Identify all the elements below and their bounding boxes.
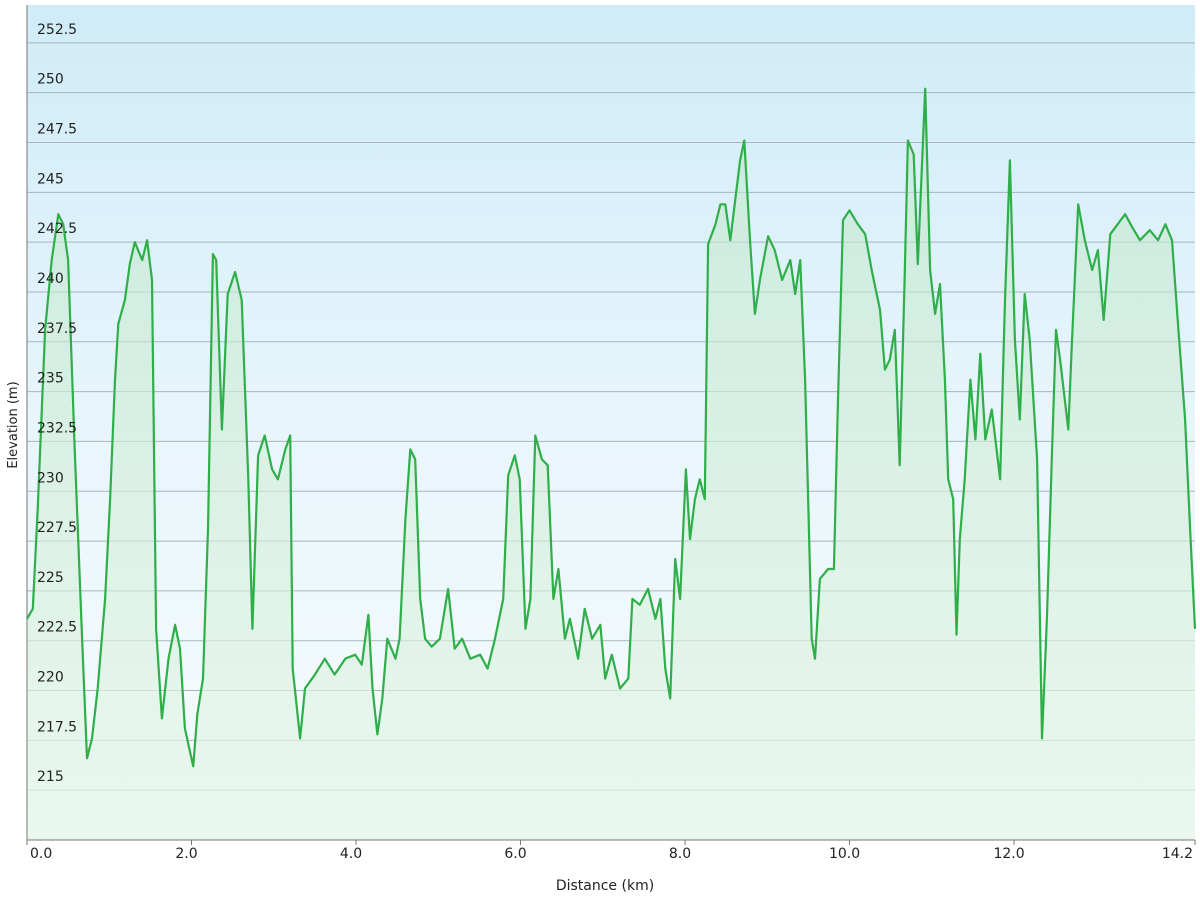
elevation-line	[26, 87, 1197, 768]
y-tick-label: 230	[37, 470, 64, 486]
y-tick-label: 227.5	[37, 520, 77, 536]
x-tick-label: 2.0	[175, 846, 197, 862]
y-tick-label: 245	[37, 171, 64, 187]
y-tick-label: 240	[37, 271, 64, 287]
y-tick-label: 232.5	[37, 420, 77, 436]
y-tick-label: 242.5	[37, 221, 77, 237]
x-tick-label: 6.0	[504, 846, 526, 862]
area-fill	[27, 88, 1195, 840]
y-axis-title: Elevation (m)	[6, 381, 21, 468]
y-tick-label: 217.5	[37, 719, 77, 735]
y-tick-label: 235	[37, 371, 64, 387]
x-tick-label: 4.0	[340, 846, 362, 862]
x-tick-label: 12.0	[993, 846, 1024, 862]
y-tick-label: 220	[37, 670, 64, 686]
y-tick-label: 215	[37, 769, 64, 785]
x-axis-title: Distance (km)	[556, 878, 654, 894]
y-tick-label: 252.5	[37, 22, 77, 38]
y-tick-label: 225	[37, 570, 64, 586]
y-tick-label: 237.5	[37, 321, 77, 337]
y-tick-label: 222.5	[37, 620, 77, 636]
x-tick-label: 14.2	[1162, 846, 1193, 862]
x-tick-label: 8.0	[669, 846, 691, 862]
x-tick-label: 10.0	[829, 846, 860, 862]
x-tick-label: 0.0	[30, 846, 52, 862]
y-tick-label: 247.5	[37, 122, 77, 138]
y-tick-label: 250	[37, 72, 64, 88]
